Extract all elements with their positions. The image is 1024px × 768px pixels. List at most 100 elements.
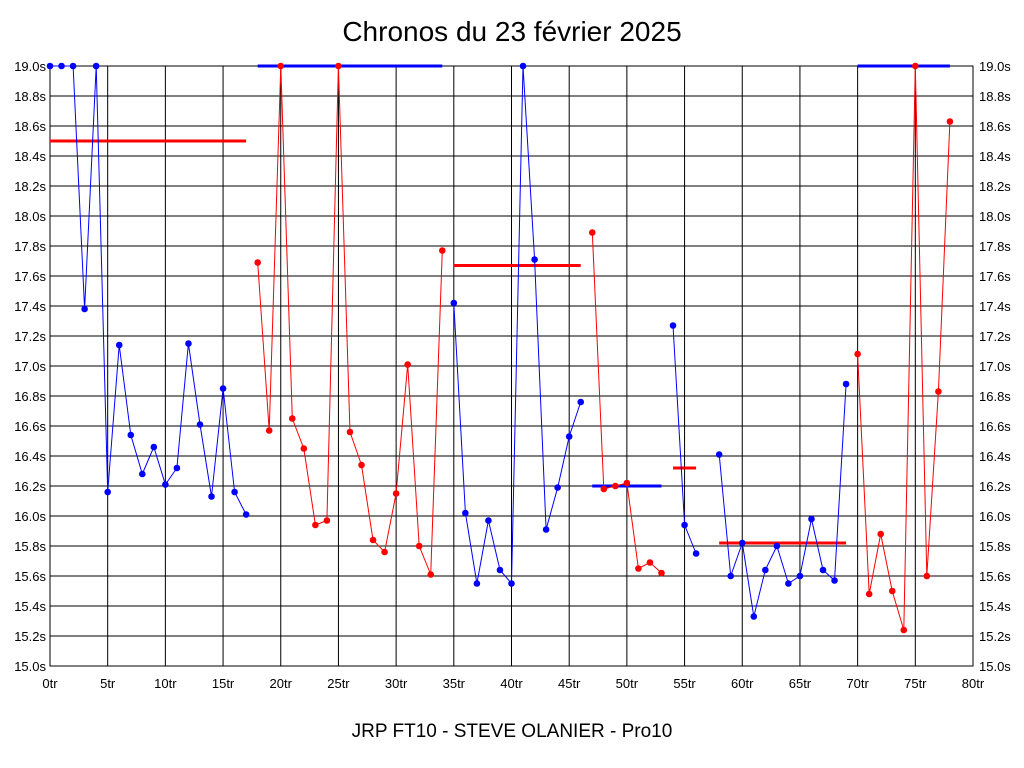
x-tick-label: 45tr <box>558 676 581 691</box>
x-tick-label: 70tr <box>846 676 869 691</box>
data-point <box>773 542 781 550</box>
data-point <box>208 493 215 500</box>
data-point <box>842 380 850 388</box>
y-tick-label-left: 17.8s <box>14 239 46 254</box>
data-point <box>508 580 515 587</box>
data-point <box>381 548 388 556</box>
data-point <box>531 256 538 263</box>
data-point <box>335 62 342 70</box>
y-tick-label-left: 17.4s <box>14 299 46 314</box>
data-point <box>369 536 377 544</box>
data-point <box>612 482 619 490</box>
y-tick-label-right: 16.4s <box>979 449 1011 464</box>
data-point <box>277 62 285 70</box>
data-point <box>669 322 677 329</box>
data-point <box>877 530 884 538</box>
data-point <box>912 62 919 70</box>
data-point <box>415 542 423 550</box>
y-tick-label-left: 15.0s <box>14 659 46 674</box>
data-point <box>542 526 550 533</box>
y-tick-label-right: 15.2s <box>979 629 1011 644</box>
y-tick-label-right: 17.6s <box>979 269 1011 284</box>
y-tick-label-right: 18.8s <box>979 89 1011 104</box>
data-point <box>139 470 146 478</box>
data-point <box>485 517 492 524</box>
y-tick-label-right: 17.4s <box>979 299 1011 314</box>
data-point <box>646 559 654 566</box>
y-tick-label-left: 15.8s <box>14 539 46 554</box>
y-tick-label-left: 15.4s <box>14 599 46 614</box>
y-tick-label-left: 16.8s <box>14 389 46 404</box>
data-point <box>808 515 815 523</box>
y-tick-label-right: 16.6s <box>979 419 1011 434</box>
data-point <box>150 443 158 451</box>
y-tick-label-left: 15.2s <box>14 629 46 644</box>
data-point <box>796 572 804 580</box>
data-point <box>496 566 504 574</box>
x-tick-label: 25tr <box>327 676 350 691</box>
x-tick-label: 5tr <box>100 676 116 691</box>
grid <box>49 65 974 667</box>
series-line <box>453 65 582 585</box>
y-tick-label-left: 17.2s <box>14 329 46 344</box>
data-point <box>519 62 527 70</box>
data-point <box>588 229 596 236</box>
data-point <box>104 488 111 496</box>
y-tick-label-right: 15.4s <box>979 599 1011 614</box>
data-point <box>715 451 723 458</box>
x-tick-label: 75tr <box>904 676 927 691</box>
data-point <box>312 521 319 529</box>
data-point <box>392 490 400 497</box>
data-point <box>242 511 250 518</box>
y-tick-label-right: 18.2s <box>979 179 1011 194</box>
data-point <box>92 62 100 70</box>
data-point <box>288 415 296 422</box>
x-tick-label: 20tr <box>270 676 293 691</box>
y-tick-label-right: 15.0s <box>979 659 1011 674</box>
data-point <box>300 445 308 452</box>
data-point <box>173 464 181 472</box>
footer-label: JRP FT10 - STEVE OLANIER - Pro10 <box>351 721 673 742</box>
series-line <box>50 65 247 515</box>
data-point <box>265 427 273 434</box>
data-point <box>81 305 88 313</box>
data-point <box>427 571 435 578</box>
x-tick-label: 30tr <box>385 676 408 691</box>
data-point <box>438 247 446 254</box>
data-point <box>115 341 123 349</box>
data-points <box>46 62 954 634</box>
x-tick-label: 80tr <box>962 676 985 691</box>
data-point <box>577 398 585 406</box>
data-point <box>865 590 873 598</box>
y-tick-label-right: 18.4s <box>979 149 1011 164</box>
data-point <box>819 566 827 574</box>
y-tick-label-right: 16.2s <box>979 479 1011 494</box>
data-point <box>565 433 573 440</box>
data-point <box>946 118 954 125</box>
data-point <box>635 565 642 572</box>
x-tick-label: 60tr <box>731 676 754 691</box>
x-tick-label: 0tr <box>42 676 58 691</box>
tick-labels: 15.0s 15.0s 15.2s 15.2s 15.4s 15.4s 15.6s 15.6s… <box>14 59 1011 691</box>
x-tick-label: 65tr <box>789 676 812 691</box>
y-tick-label-left: 16.0s <box>14 509 46 524</box>
data-point <box>888 587 896 595</box>
x-tick-label: 55tr <box>673 676 696 691</box>
y-tick-label-left: 15.6s <box>14 569 46 584</box>
data-point <box>854 350 861 358</box>
data-point <box>785 580 792 587</box>
y-tick-label-right: 15.6s <box>979 569 1011 584</box>
data-point <box>692 550 700 557</box>
y-tick-label-right: 17.2s <box>979 329 1011 344</box>
data-point <box>127 431 135 439</box>
x-tick-label: 35tr <box>443 676 466 691</box>
data-point <box>623 479 631 487</box>
y-tick-label-left: 18.2s <box>14 179 46 194</box>
data-point <box>46 62 54 70</box>
data-point <box>69 62 77 70</box>
data-point <box>658 569 665 577</box>
x-tick-label: 50tr <box>616 676 639 691</box>
y-tick-label-right: 18.0s <box>979 209 1011 224</box>
data-point <box>727 572 735 580</box>
